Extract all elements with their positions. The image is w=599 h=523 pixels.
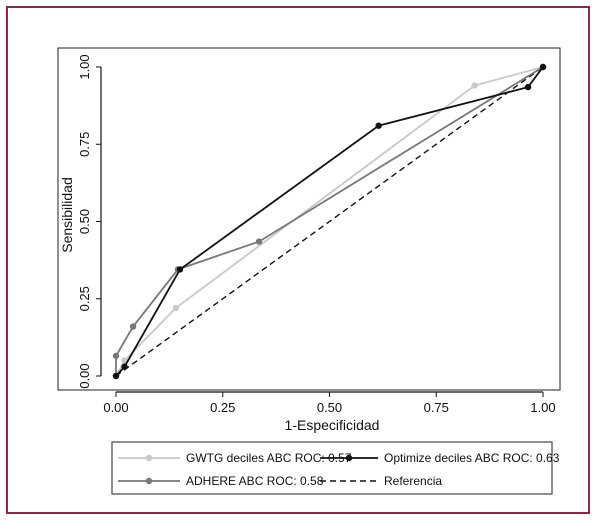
legend-layer: GWTG deciles ABC ROC: 0.57 Optimize decil…: [111, 441, 560, 495]
series-line-3: [115, 66, 544, 377]
legend-label: GWTG deciles ABC ROC: 0.57: [186, 451, 352, 465]
series-point-2: [255, 238, 263, 245]
legend-box: [111, 441, 553, 495]
chart-frame: [6, 6, 590, 514]
series-point-1: [375, 122, 382, 129]
series-point-1: [121, 363, 128, 370]
series-line-2: [115, 66, 544, 376]
series-point-1: [176, 266, 184, 273]
series-point-0: [172, 304, 179, 312]
legend-swatch-marker: [145, 454, 153, 462]
x-tick-label: 0.00: [103, 400, 128, 415]
series-point-1: [112, 372, 120, 380]
y-tick-label: 0.00: [77, 363, 92, 388]
series-point-1: [524, 83, 532, 91]
legend-label: Referencia: [384, 474, 442, 488]
legend-swatch-marker: [145, 477, 153, 485]
series-point-1: [539, 63, 547, 71]
x-tick-label: 0.50: [317, 400, 342, 415]
y-tick-label: 0.50: [77, 209, 92, 234]
x-tick-label: 0.75: [424, 400, 449, 415]
series-point-0: [471, 82, 478, 89]
legend-label: Optimize deciles ABC ROC: 0.63: [384, 451, 560, 465]
y-tick-label: 0.25: [77, 286, 92, 311]
x-tick-label: 1.00: [530, 400, 555, 415]
plot-region-border: [57, 47, 561, 391]
legend-label: ADHERE ABC ROC: 0.58: [186, 474, 324, 488]
series-point-2: [112, 352, 120, 360]
legend-swatch-marker: [345, 454, 353, 462]
series-point-2: [129, 323, 137, 330]
x-axis-title: 1-Especificidad: [285, 417, 380, 433]
y-axis-title: Sensibilidad: [59, 177, 75, 253]
y-tick-label: 0.75: [77, 132, 92, 157]
x-tick-label: 0.25: [210, 400, 235, 415]
series-layer: [112, 63, 547, 380]
y-tick-label: 1.00: [77, 54, 92, 79]
axes-layer: 0.00 0.25 0.50 0.75 1.00 0.00 0.25 0.50 0.75 1.00…: [57, 47, 561, 433]
